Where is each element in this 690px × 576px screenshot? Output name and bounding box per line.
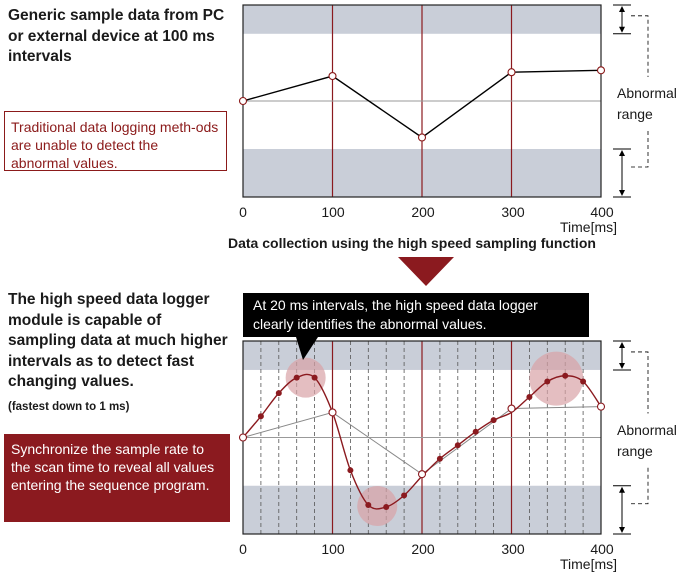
top-note: Traditional data logging meth-ods are un… <box>4 111 227 171</box>
data-point-100ms <box>417 470 427 479</box>
time-unit-label: Time[ms] <box>560 556 618 572</box>
tick-label: 200 <box>411 541 435 557</box>
tick-label: 300 <box>501 541 525 557</box>
bracket-arrow <box>619 26 625 33</box>
bracket-arrow <box>619 486 625 493</box>
data-point-20ms <box>257 413 264 420</box>
data-point-20ms <box>454 442 461 449</box>
data-point-20ms <box>580 378 587 385</box>
data-point-100ms <box>238 96 248 106</box>
data-point-100ms <box>417 133 427 142</box>
data-point-20ms <box>436 455 443 462</box>
middle-label: Data collection using the high speed sam… <box>228 235 596 251</box>
abnormal-highlight <box>285 357 326 398</box>
bottom-heading-small: (fastest down to 1 ms) <box>8 401 130 413</box>
abnormal-range-label: Abnormal range <box>617 422 677 459</box>
bracket-connector <box>631 131 649 168</box>
tick-label: 300 <box>501 204 525 220</box>
bracket-arrow <box>619 342 625 348</box>
time-unit-label: Time[ms] <box>560 219 618 235</box>
tick-label: 400 <box>590 541 614 557</box>
callout-box: At 20 ms intervals, the high speed data … <box>243 293 589 337</box>
data-point-100ms <box>596 402 606 411</box>
abnormal-highlight <box>357 486 398 527</box>
data-point-20ms <box>490 417 497 424</box>
bracket-connector <box>631 15 649 77</box>
data-point-20ms <box>365 502 372 509</box>
data-point-20ms <box>293 374 300 381</box>
data-point-20ms <box>347 467 354 474</box>
data-point-100ms <box>507 68 516 77</box>
data-point-100ms <box>507 404 516 413</box>
bracket-connector <box>631 467 649 505</box>
bracket-connector <box>631 351 649 414</box>
bracket-arrow <box>619 150 625 156</box>
bracket-arrow <box>619 6 625 12</box>
tick-label: 200 <box>411 204 435 220</box>
down-arrow-icon <box>398 257 454 286</box>
tick-label: 0 <box>239 204 247 220</box>
data-point-20ms <box>311 374 318 381</box>
abnormal-range-label: Abnormal range <box>617 85 677 122</box>
data-point-20ms <box>562 372 569 379</box>
bracket-arrow <box>619 362 625 369</box>
abnormal-highlight <box>529 351 584 406</box>
data-point-20ms <box>275 390 282 397</box>
tick-label: 100 <box>321 541 345 557</box>
data-point-20ms <box>544 378 551 385</box>
bottom-heading: The high speed data logger module is cap… <box>8 291 228 390</box>
tick-label: 100 <box>321 204 345 220</box>
bottom-note: Synchronize the sample rate to the scan … <box>4 434 230 522</box>
data-point-100ms <box>596 66 606 75</box>
data-point-100ms <box>328 71 337 81</box>
callout-pointer <box>296 337 318 360</box>
data-point-100ms <box>328 408 337 417</box>
data-point-20ms <box>526 393 533 400</box>
bracket-arrow <box>619 190 625 196</box>
data-point-20ms <box>383 503 390 510</box>
data-point-20ms <box>472 428 479 435</box>
data-point-100ms <box>238 433 248 442</box>
tick-label: 400 <box>590 204 614 220</box>
data-point-20ms <box>401 492 408 499</box>
tick-label: 0 <box>239 541 247 557</box>
bracket-arrow <box>619 527 625 533</box>
top-heading: Generic sample data from PC or external … <box>8 7 225 65</box>
